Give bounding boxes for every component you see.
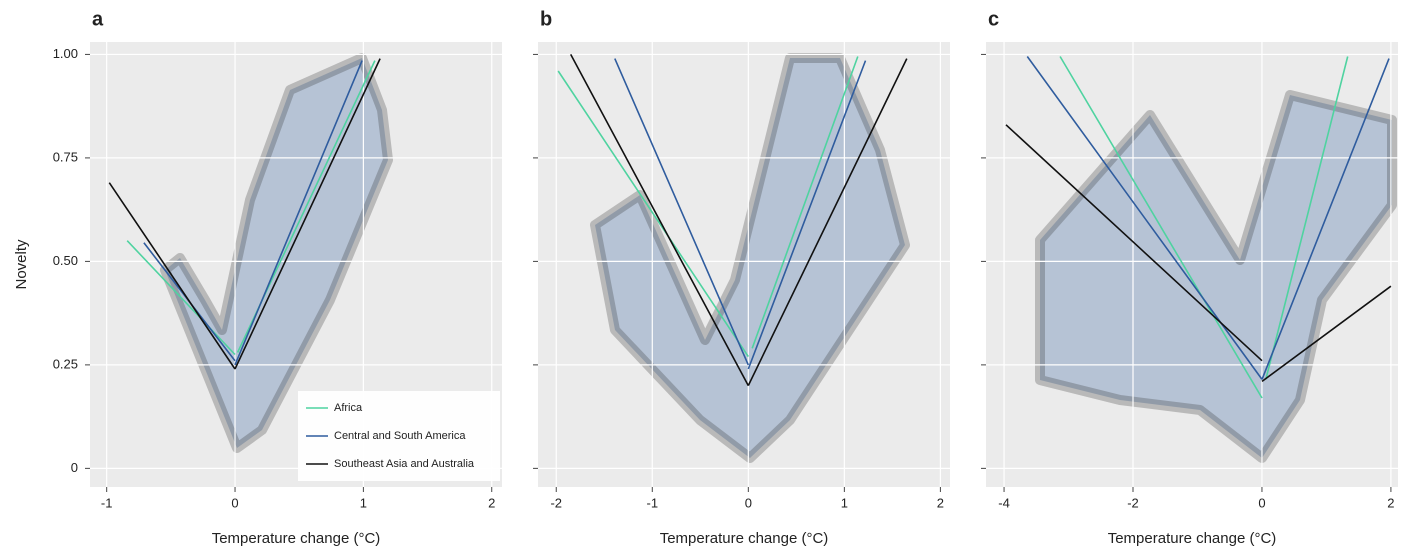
y-tick-label: 0.75 [53, 149, 78, 164]
point-clouds [90, 42, 1398, 487]
point-cloud [986, 42, 1398, 487]
x-tick-label: -2 [1127, 495, 1139, 510]
x-tick-label: -1 [647, 495, 659, 510]
series-line [1005, 124, 1392, 383]
x-axis-label: Temperature change (°C) [212, 530, 381, 547]
point-cloud [1035, 90, 1397, 463]
x-tick-label: 0 [231, 495, 238, 510]
x-tick-label: 0 [745, 495, 752, 510]
series-line [614, 58, 867, 370]
panel-label: b [540, 8, 552, 30]
series-line [1059, 56, 1349, 399]
x-tick-label: 2 [1387, 495, 1394, 510]
legend-label: Southeast Asia and Australia [334, 458, 475, 470]
x-tick-label: 2 [937, 495, 944, 510]
y-tick-label: 0.50 [53, 253, 78, 268]
legend-label: Africa [334, 402, 363, 414]
legend-box [298, 391, 500, 481]
panel-label: c [988, 8, 999, 30]
x-tick-label: -1 [101, 495, 113, 510]
panel-label: a [92, 8, 104, 30]
x-tick-label: 0 [1258, 495, 1265, 510]
legend-label: Central and South America [334, 430, 466, 442]
point-cloud [160, 53, 393, 453]
x-tick-label: 1 [841, 495, 848, 510]
point-cloud [165, 58, 388, 448]
series-line [557, 56, 859, 358]
point-cloud [590, 53, 910, 463]
point-cloud [538, 42, 950, 487]
series-line [569, 54, 908, 386]
y-tick-label: 0 [71, 460, 78, 475]
y-tick-label: 0.25 [53, 356, 78, 371]
point-cloud [1040, 95, 1392, 458]
series-line [108, 58, 381, 370]
x-tick-label: 1 [360, 495, 367, 510]
x-axis-label: Temperature change (°C) [1108, 530, 1277, 547]
point-cloud [90, 42, 502, 487]
x-axis-label: Temperature change (°C) [660, 530, 829, 547]
x-tick-label: -4 [998, 495, 1010, 510]
x-tick-label: -2 [550, 495, 562, 510]
x-tick-label: 2 [488, 495, 495, 510]
y-tick-label: 1.00 [53, 46, 78, 61]
y-axis-label: Novelty [13, 239, 30, 290]
